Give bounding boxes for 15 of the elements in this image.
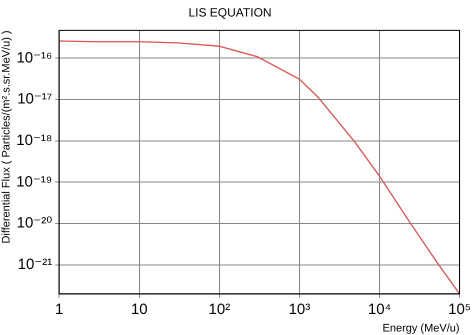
x-tick-label: 1 — [55, 300, 64, 318]
x-axis-title: Energy (MeV/u) — [382, 322, 460, 334]
y-tick-label: 10⁻²⁰ — [16, 214, 52, 232]
y-tick-label: 10⁻¹⁷ — [17, 90, 52, 108]
x-tick-label: 10⁴ — [368, 300, 392, 318]
y-axis-title: Differential Flux ( Particles/(m².s.sr.MeV/u) ) — [0, 30, 13, 244]
y-tick-label: 10⁻¹⁹ — [16, 173, 52, 190]
y-tick-label: 10⁻²¹ — [18, 256, 52, 274]
y-tick-label: 10⁻¹⁶ — [16, 49, 52, 66]
chart-title: LIS EQUATION — [188, 6, 272, 20]
x-tick-label: 10² — [208, 300, 230, 318]
y-tick-label: 10⁻¹⁸ — [16, 132, 52, 150]
x-tick-label: 10⁵ — [448, 300, 471, 318]
x-tick-label: 10 — [130, 300, 148, 318]
x-tick-label: 10³ — [288, 300, 310, 318]
